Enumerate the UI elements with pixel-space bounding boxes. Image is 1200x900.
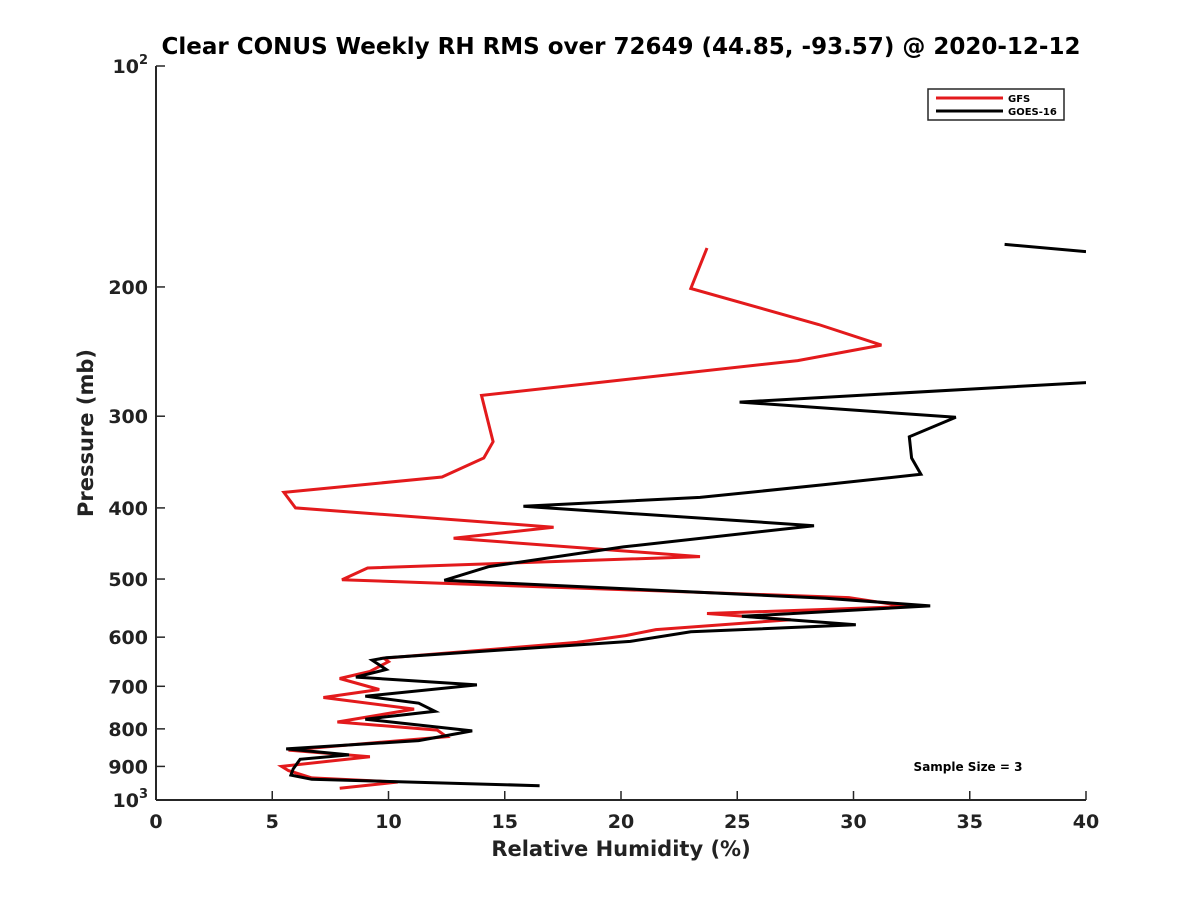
- y-tick-label: 700: [108, 676, 148, 698]
- series-layer: [277, 242, 1086, 790]
- x-tick-label: 35: [957, 811, 983, 833]
- y-axis-label: Pressure (mb): [74, 349, 98, 517]
- y-tick-label: 102: [113, 53, 149, 78]
- x-tick-label: 20: [608, 811, 634, 833]
- y-tick-label: 600: [108, 627, 148, 649]
- legend: GFS GOES-16: [927, 88, 1065, 121]
- x-tick-label: 15: [492, 811, 518, 833]
- y-ticks: 102 200 300 400 500 600 700 800 900 103: [108, 53, 165, 812]
- x-ticks: 0 5 10 15 20 25 30 35 40: [149, 791, 1099, 833]
- series-line-gfs: [277, 247, 908, 790]
- series-line-goes-16: [286, 242, 1086, 788]
- chart-title: Clear CONUS Weekly RH RMS over 72649 (44…: [162, 34, 1081, 60]
- y-tick-label: 500: [108, 569, 148, 591]
- sample-size-annotation: Sample Size = 3: [914, 760, 1023, 774]
- y-tick-label: 300: [108, 406, 148, 428]
- y-tick-label: 200: [108, 277, 148, 299]
- legend-label: GOES-16: [1008, 107, 1057, 118]
- x-tick-label: 30: [840, 811, 866, 833]
- legend-label: GFS: [1008, 94, 1030, 105]
- y-tick-label: 800: [108, 719, 148, 741]
- axes-layer: [155, 66, 1086, 801]
- x-axis-label: Relative Humidity (%): [491, 837, 750, 861]
- y-tick-label: 103: [113, 787, 149, 812]
- legend-box: [927, 88, 1065, 121]
- y-tick-label: 400: [108, 498, 148, 520]
- y-tick-label: 900: [108, 756, 148, 778]
- x-tick-label: 0: [149, 811, 162, 833]
- x-tick-label: 25: [724, 811, 750, 833]
- x-tick-label: 5: [266, 811, 279, 833]
- x-tick-label: 10: [375, 811, 401, 833]
- x-tick-label: 40: [1073, 811, 1099, 833]
